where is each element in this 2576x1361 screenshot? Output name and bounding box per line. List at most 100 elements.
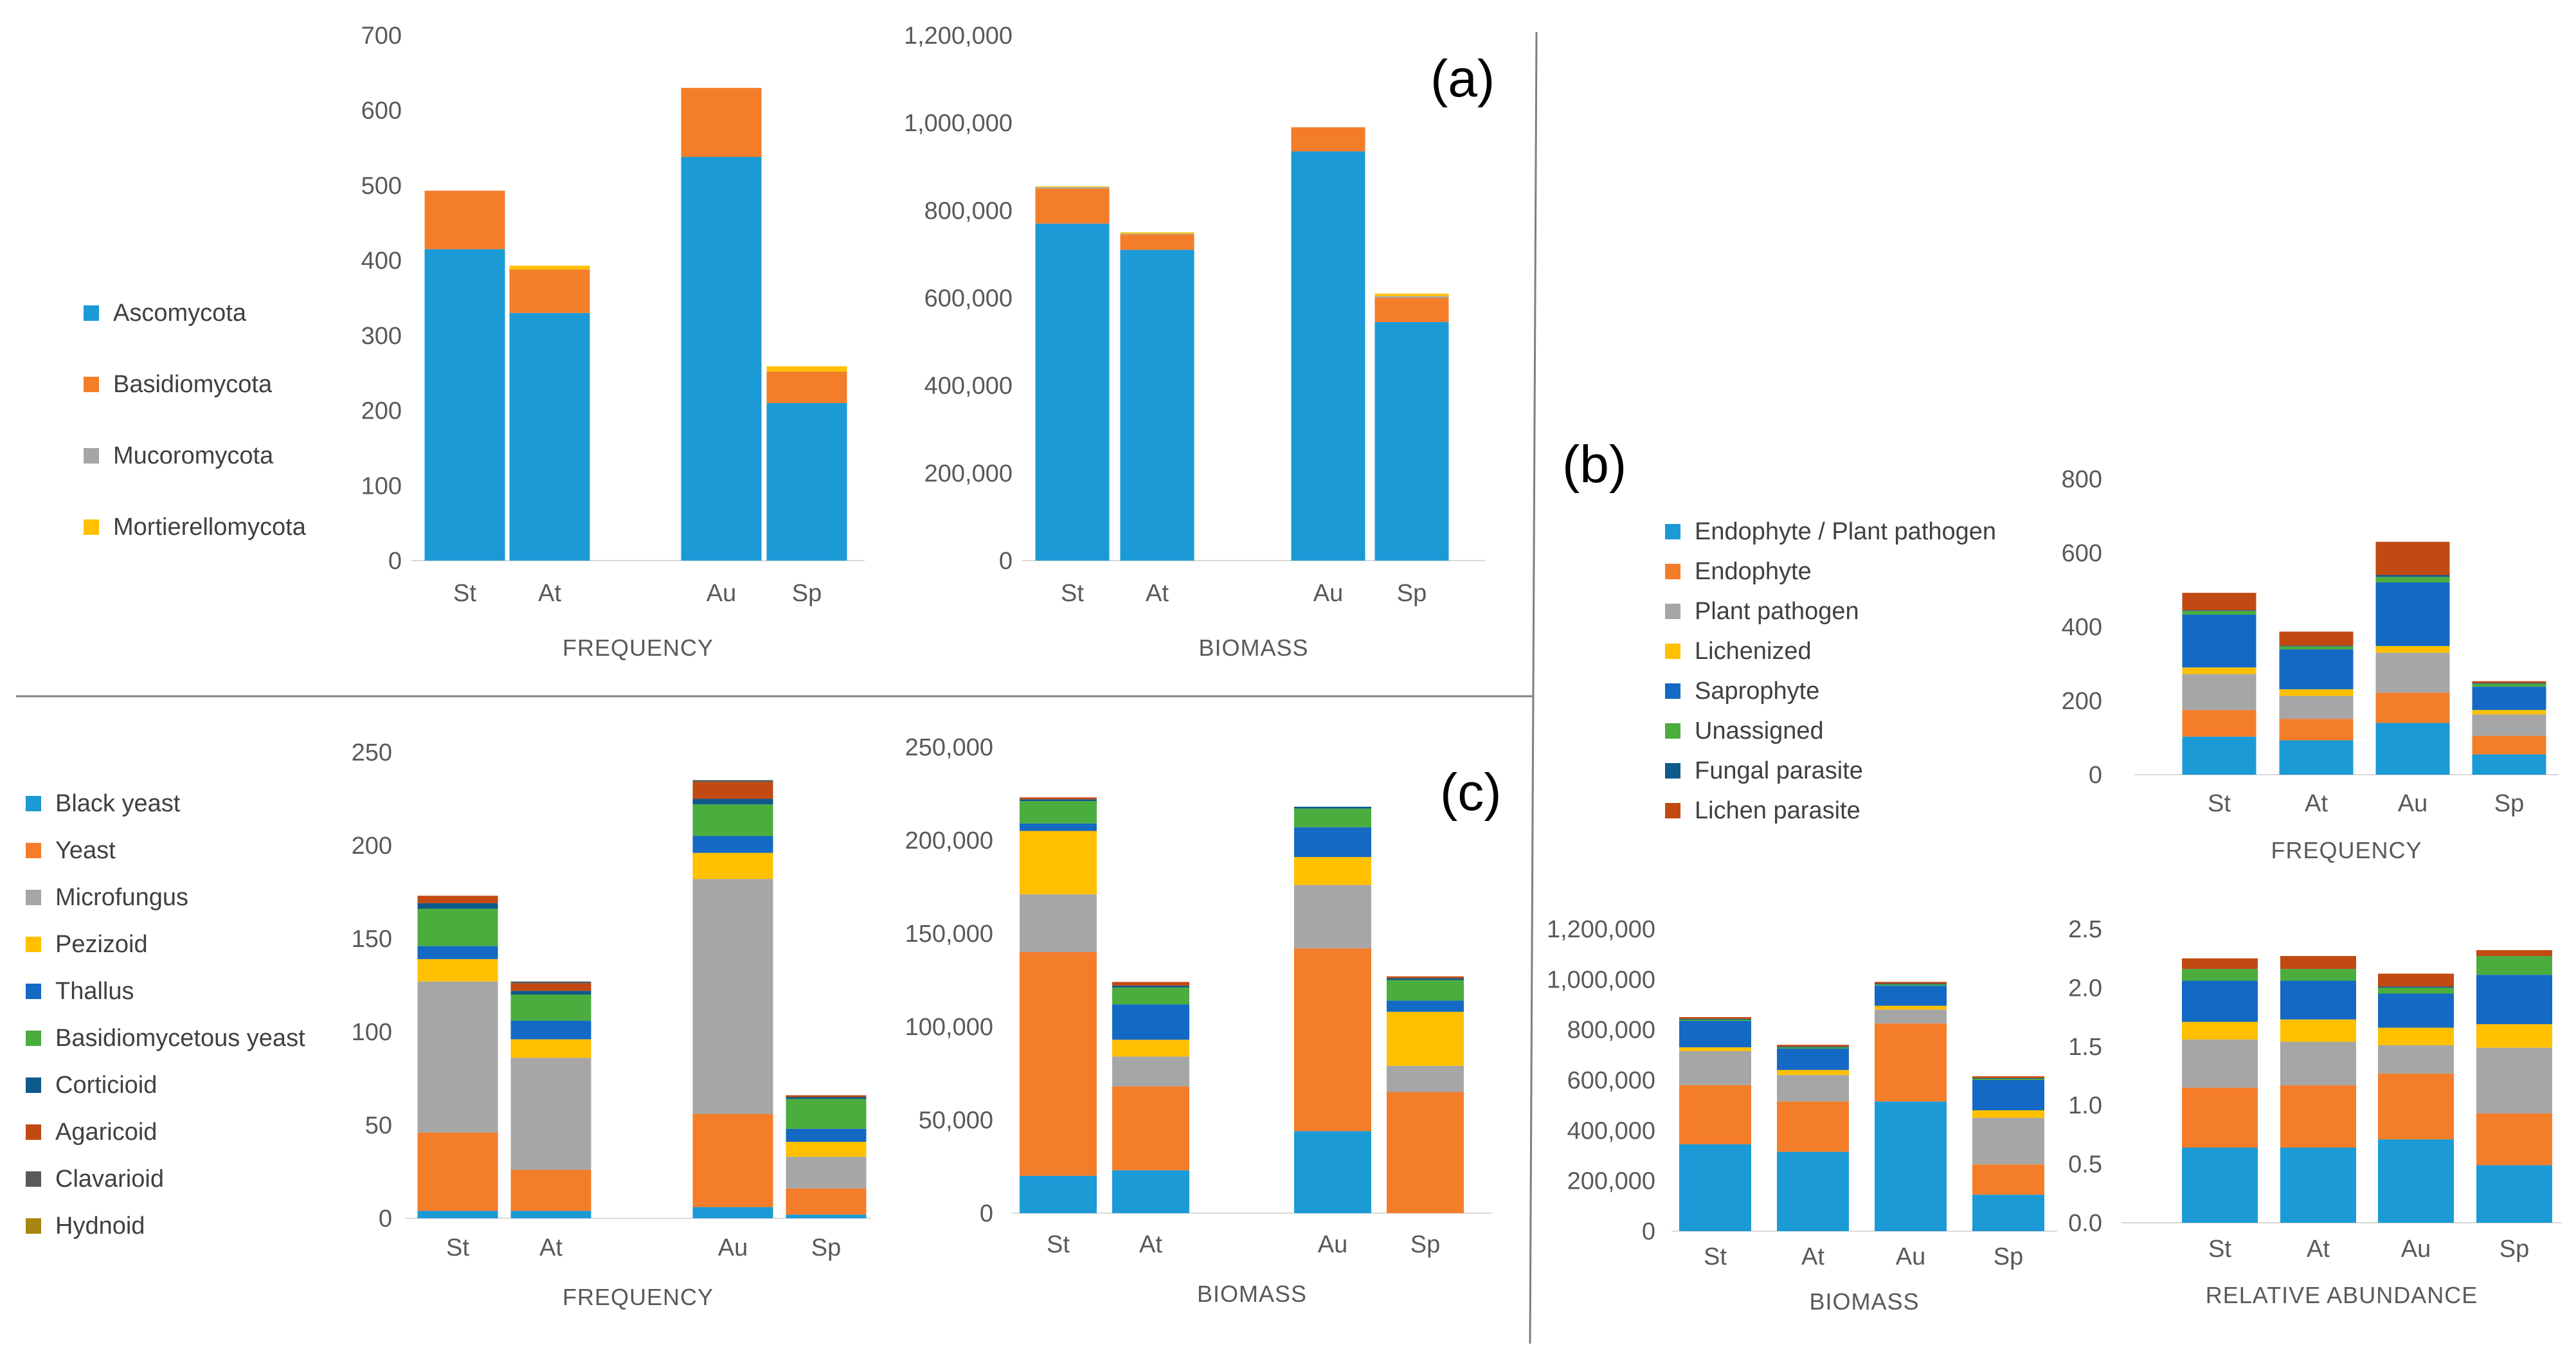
bar-sp-black-yeast bbox=[786, 1214, 867, 1218]
bar-at-basidiomycetous-yeast bbox=[1112, 987, 1189, 1005]
bar-sp-agaricoid bbox=[786, 1095, 867, 1097]
bar-au-ascomycota bbox=[681, 157, 762, 561]
x-tick-label: At bbox=[2307, 1236, 2330, 1263]
bar-at-basidiomycetous-yeast bbox=[510, 995, 591, 1021]
bar-au-ascomycota bbox=[1291, 151, 1365, 561]
bar-st-saprophyte bbox=[2182, 615, 2256, 668]
bar-au-plant-pathogen bbox=[2375, 653, 2450, 693]
x-tick-label: Au bbox=[2398, 790, 2427, 817]
bar-at-mucoromycota bbox=[1120, 233, 1194, 235]
y-tick-label: 50,000 bbox=[919, 1107, 993, 1134]
chart-title: BIOMASS bbox=[1809, 1288, 1919, 1315]
legend-label-corticioid: Corticioid bbox=[55, 1072, 157, 1099]
legend-label-saprophyte: Saprophyte bbox=[1695, 678, 1819, 705]
y-tick-label: 200,000 bbox=[1567, 1168, 1655, 1195]
bar-au-saprophyte bbox=[2375, 582, 2450, 646]
bar-au-fungal-parasite bbox=[2375, 575, 2450, 577]
bar-au-saprophyte bbox=[2378, 993, 2454, 1028]
bar-at-endophyte bbox=[2279, 719, 2354, 741]
legend-label-pezizoid: Pezizoid bbox=[55, 931, 148, 958]
bar-at-basidiomycota bbox=[1120, 234, 1194, 250]
legend-swatch-fungal-parasite bbox=[1665, 763, 1680, 779]
y-tick-label: 200 bbox=[352, 833, 392, 860]
legend-swatch-lichenized bbox=[1665, 644, 1680, 659]
x-tick-label: St bbox=[1704, 1243, 1727, 1270]
bar-at-lichen-parasite bbox=[2279, 631, 2354, 646]
y-tick-label: 200,000 bbox=[924, 460, 1013, 487]
y-tick-label: 150,000 bbox=[905, 921, 993, 948]
bar-sp-lichenized bbox=[1972, 1110, 2044, 1118]
bar-sp-plant-pathogen bbox=[1972, 1117, 2044, 1165]
bar-au-endophyte-plant-pathogen bbox=[1875, 1101, 1947, 1231]
bar-st-agaricoid bbox=[417, 896, 498, 903]
x-tick-label: St bbox=[453, 580, 476, 607]
bar-au-yeast bbox=[1294, 948, 1371, 1131]
bar-au-endophyte-plant-pathogen bbox=[2378, 1139, 2454, 1223]
legend-swatch-black-yeast bbox=[26, 796, 41, 811]
legend-label-basidiomycetous-yeast: Basidiomycetous yeast bbox=[55, 1025, 305, 1052]
legend-swatch-thallus bbox=[26, 984, 41, 999]
bar-au-basidiomycota bbox=[681, 87, 762, 158]
legend-label-basidiomycota: Basidiomycota bbox=[113, 371, 273, 398]
bar-at-lichenized bbox=[2280, 1019, 2356, 1042]
bar-au-yeast bbox=[692, 1113, 773, 1207]
bar-au-thallus bbox=[692, 836, 773, 853]
legend-swatch-endophyte-plant-pathogen bbox=[1665, 524, 1680, 539]
bar-sp-lichenized bbox=[2472, 710, 2546, 715]
legend-swatch-plant-pathogen bbox=[1665, 604, 1680, 619]
y-tick-label: 600,000 bbox=[1567, 1067, 1655, 1094]
bar-sp-mortierellomycota bbox=[766, 366, 847, 372]
x-tick-label: Sp bbox=[1410, 1231, 1440, 1258]
bar-sp-thallus bbox=[786, 1128, 867, 1142]
bar-sp-unassigned bbox=[2476, 956, 2552, 975]
bar-au-fungal-parasite bbox=[2378, 986, 2454, 988]
bar-at-plant-pathogen bbox=[1777, 1075, 1849, 1102]
bar-au-lichen-parasite bbox=[2375, 541, 2450, 575]
chart-title: BIOMASS bbox=[1197, 1281, 1307, 1307]
bar-sp-saprophyte bbox=[2476, 975, 2552, 1025]
y-tick-label: 1,200,000 bbox=[904, 23, 1013, 50]
bar-at-endophyte-plant-pathogen bbox=[2280, 1148, 2356, 1223]
bar-at-unassigned bbox=[2279, 646, 2354, 650]
bar-at-plant-pathogen bbox=[2279, 696, 2354, 719]
bar-st-endophyte-plant-pathogen bbox=[2182, 1148, 2258, 1223]
legend-label-endophyte: Endophyte bbox=[1695, 558, 1812, 585]
bar-st-lichen-parasite bbox=[1679, 1017, 1751, 1019]
bar-at-thallus bbox=[510, 1020, 591, 1040]
bar-st-basidiomycetous-yeast bbox=[1020, 801, 1097, 824]
chart-title: FREQUENCY bbox=[2271, 837, 2422, 863]
bar-at-endophyte-plant-pathogen bbox=[2279, 740, 2354, 775]
y-tick-label: 200,000 bbox=[905, 827, 993, 854]
legend-swatch-lichen-parasite bbox=[1665, 803, 1680, 818]
y-tick-label: 2.5 bbox=[2068, 916, 2102, 943]
bar-sp-lichen-parasite bbox=[2472, 681, 2546, 683]
y-tick-label: 400,000 bbox=[1567, 1117, 1655, 1144]
bar-sp-saprophyte bbox=[1972, 1080, 2044, 1110]
bar-st-endophyte bbox=[2182, 710, 2256, 737]
y-tick-label: 1,000,000 bbox=[904, 110, 1013, 137]
bar-st-basidiomycota bbox=[424, 190, 505, 249]
bar-sp-agaricoid bbox=[1387, 976, 1464, 978]
bar-at-ascomycota bbox=[509, 312, 590, 561]
bar-sp-mucoromycota bbox=[1374, 296, 1449, 298]
bar-at-unassigned bbox=[1777, 1047, 1849, 1049]
bar-at-microfungus bbox=[510, 1058, 591, 1170]
bar-sp-lichen-parasite bbox=[1972, 1076, 2044, 1078]
x-tick-label: Sp bbox=[2494, 790, 2524, 817]
bar-at-pezizoid bbox=[510, 1039, 591, 1058]
bar-at-agaricoid bbox=[1112, 982, 1189, 986]
chart-title: RELATIVE ABUNDANCE bbox=[2206, 1282, 2478, 1308]
bar-at-unassigned bbox=[2280, 969, 2356, 981]
y-tick-label: 600 bbox=[361, 98, 402, 125]
bar-st-endophyte-plant-pathogen bbox=[1679, 1144, 1751, 1231]
bar-st-lichen-parasite bbox=[2182, 593, 2256, 611]
chart-a-biomass: 0 200,000 400,000 600,000 800,000 1,000,000 1,… bbox=[904, 23, 1485, 661]
bar-au-endophyte-plant-pathogen bbox=[2375, 723, 2450, 775]
legend-swatch-corticioid bbox=[26, 1077, 41, 1093]
legend-swatch-basidiomycota bbox=[84, 377, 99, 392]
bar-au-lichenized bbox=[1875, 1005, 1947, 1010]
bar-at-corticioid bbox=[510, 991, 591, 995]
bar-st-plant-pathogen bbox=[1679, 1050, 1751, 1085]
bar-au-black-yeast bbox=[1294, 1131, 1371, 1213]
legend-a: Ascomycota Basidiomycota Mucoromycota Morti… bbox=[84, 300, 307, 541]
